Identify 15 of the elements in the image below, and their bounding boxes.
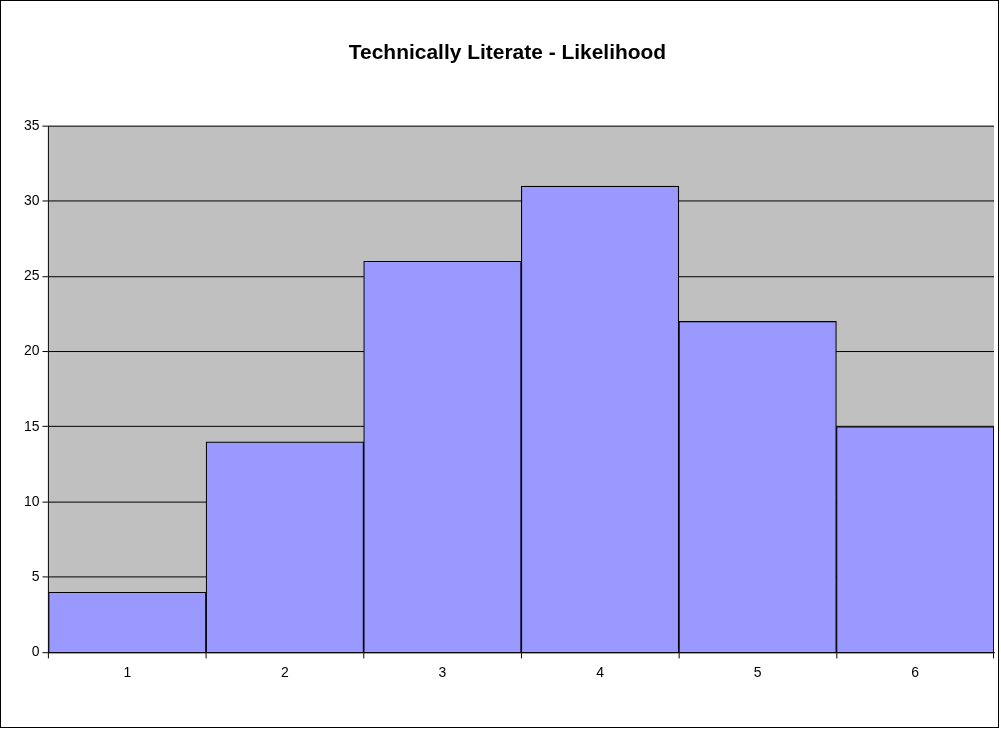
y-tick-label: 10	[23, 492, 40, 509]
y-tick-label: 0	[31, 643, 40, 660]
y-tick-label: 35	[23, 116, 40, 133]
chart-title: Technically Literate - Likelihood	[348, 40, 667, 64]
x-tick-label: 1	[123, 663, 132, 680]
y-tick-label: 5	[31, 568, 40, 585]
y-tick-label: 30	[23, 191, 40, 208]
x-tick-label: 4	[596, 663, 605, 680]
x-tick-label: 6	[911, 663, 920, 680]
y-tick-label: 20	[23, 342, 40, 359]
y-tick-label: 25	[23, 267, 40, 284]
x-tick-label: 5	[753, 663, 762, 680]
x-tick-label: 2	[280, 663, 289, 680]
y-tick-label: 15	[23, 417, 40, 434]
x-tick-label: 3	[438, 663, 447, 680]
